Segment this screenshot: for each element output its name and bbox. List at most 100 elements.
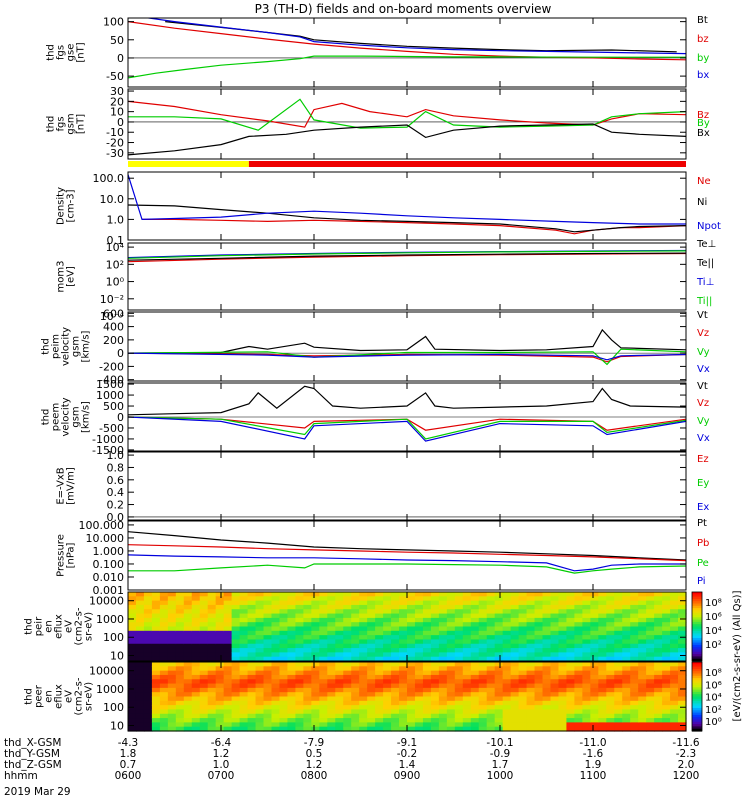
heatmap-cell: [438, 643, 448, 649]
heatmap-cell: [526, 652, 536, 658]
heatmap-cell: [646, 630, 655, 636]
heatmap-cell: [407, 604, 416, 610]
heatmap-cell: [462, 722, 472, 728]
heatmap-cell: [542, 648, 552, 653]
y-axis-label-line: sr-eV): [84, 682, 95, 711]
heatmap-cell: [191, 683, 201, 689]
heatmap-cell: [231, 722, 241, 728]
heatmap-cell: [606, 652, 615, 658]
heatmap-cell: [534, 617, 544, 623]
heatmap-cell: [486, 592, 496, 597]
heatmap-cell: [598, 705, 607, 711]
heatmap-cell: [191, 635, 201, 641]
heatmap-cell: [271, 687, 281, 693]
heatmap-cell: [614, 666, 623, 672]
heatmap-cell: [430, 722, 440, 728]
heatmap-cell: [646, 652, 655, 658]
y-axis-label-line: [nT]: [76, 114, 87, 134]
heatmap-cell: [486, 705, 496, 711]
heatmap-cell: [263, 592, 273, 597]
heatmap-cell: [367, 726, 376, 732]
heatmap-cell: [223, 662, 233, 667]
heatmap-cell: [678, 592, 687, 597]
heatmap-cell: [223, 679, 233, 685]
heatmap-cell: [502, 613, 512, 619]
heatmap-cell: [271, 692, 281, 698]
heatmap-cell: [438, 700, 448, 706]
heatmap-cell: [295, 592, 304, 597]
heatmap-cell: [646, 662, 655, 667]
heatmap-cell: [478, 679, 488, 685]
heatmap-cell: [383, 639, 392, 645]
heatmap-cell: [414, 596, 424, 602]
heatmap-cell: [247, 718, 257, 723]
heatmap-cell: [223, 687, 233, 693]
y-tick-label: -10: [106, 126, 124, 139]
heatmap-cell: [391, 626, 400, 632]
heatmap-cell: [351, 683, 360, 689]
heatmap-cell: [383, 679, 392, 685]
heatmap-cell: [622, 722, 631, 728]
heatmap-cell: [175, 652, 185, 658]
heatmap-cell: [335, 718, 344, 723]
legend-label: Ni: [697, 197, 707, 208]
heatmap-cell: [646, 674, 655, 680]
heatmap-cell: [231, 630, 241, 636]
heatmap-cell: [311, 674, 320, 680]
y-axis-label-line: sr-eV): [84, 612, 95, 641]
colorbar-tick-label: 10⁰: [705, 717, 722, 728]
heatmap-cell: [135, 692, 145, 698]
heatmap-cell: [630, 670, 639, 676]
heatmap-cell: [375, 662, 384, 667]
heatmap-cell: [343, 592, 352, 597]
heatmap-cell: [470, 666, 480, 672]
heatmap-cell: [534, 652, 544, 658]
heatmap-cell: [375, 592, 384, 597]
heatmap-cell: [359, 692, 368, 698]
y-tick-label: 10: [110, 650, 124, 663]
heatmap-cell: [175, 592, 185, 597]
heatmap-cell: [343, 639, 352, 645]
heatmap-cell: [566, 626, 575, 632]
y-axis-label-line: mom3: [56, 261, 67, 293]
heatmap-cell: [159, 696, 169, 702]
heatmap-cell: [470, 670, 480, 676]
heatmap-cell: [271, 600, 281, 606]
y-tick-label: 1.000: [93, 545, 125, 558]
colorbar-cell: [692, 592, 702, 595]
heatmap-cell: [215, 683, 225, 689]
y-axis-label-line: gsm: [71, 406, 82, 427]
heatmap-cell: [303, 600, 312, 606]
heatmap-cell: [311, 617, 320, 623]
colorbar-cell: [692, 598, 702, 602]
heatmap-cell: [239, 726, 249, 732]
heatmap-cell: [574, 722, 583, 728]
heatmap-cell: [470, 622, 480, 628]
heatmap-cell: [383, 609, 392, 615]
heatmap-cell: [614, 683, 623, 689]
heatmap-cell: [311, 670, 320, 676]
heatmap-cell: [183, 700, 193, 706]
heatmap-cell: [646, 722, 655, 728]
heatmap-cell: [574, 635, 583, 641]
heatmap-cell: [247, 596, 257, 602]
heatmap-cell: [215, 679, 225, 685]
heatmap-cell: [518, 604, 528, 610]
heatmap-cell: [175, 609, 185, 615]
heatmap-cell: [654, 604, 663, 610]
heatmap-cell: [159, 609, 169, 615]
mode-bar-fast-survey: [248, 161, 686, 167]
colorbar-cell: [692, 694, 702, 698]
heatmap-cell: [143, 604, 153, 610]
heatmap-cell: [319, 700, 328, 706]
heatmap-cell: [303, 622, 312, 628]
heatmap-cell: [375, 635, 384, 641]
heatmap-cell: [526, 666, 536, 672]
heatmap-cell: [143, 726, 153, 732]
heatmap-cell: [654, 596, 663, 602]
heatmap-cell: [430, 609, 440, 615]
colorbar-cell: [692, 596, 702, 600]
heatmap-cell: [367, 696, 376, 702]
heatmap-cell: [446, 709, 456, 715]
heatmap-cell: [319, 596, 328, 602]
